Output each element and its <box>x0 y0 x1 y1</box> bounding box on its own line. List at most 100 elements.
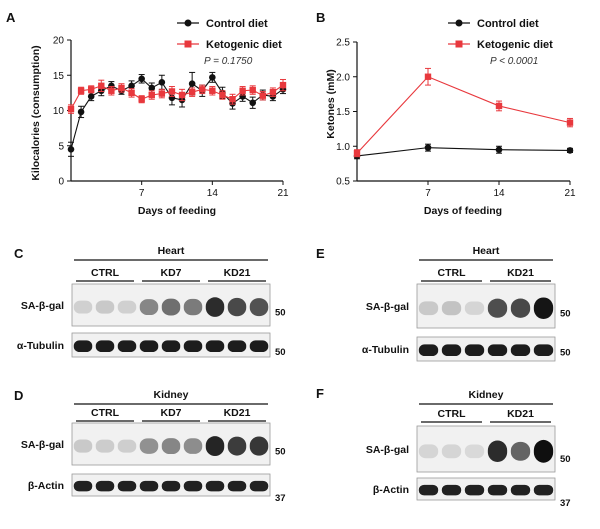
blot-band <box>95 340 115 352</box>
y-tick-label: 2.0 <box>336 72 350 83</box>
x-tick-label: 7 <box>139 188 145 199</box>
mw-marker: 50 <box>560 309 571 320</box>
chart-a-xlabel: Days of feeding <box>138 205 216 217</box>
blot-band <box>533 439 554 463</box>
blot-band <box>249 298 269 317</box>
blot-row-label: SA-β-gal <box>366 301 409 313</box>
mw-marker: 50 <box>275 446 286 457</box>
series-line <box>70 84 284 110</box>
series-control <box>353 143 574 160</box>
blot-band <box>464 444 485 459</box>
lane-group-label: CTRL <box>438 408 467 420</box>
data-point <box>98 82 105 90</box>
blot-band <box>95 480 115 492</box>
data-point <box>495 102 503 110</box>
blot-band <box>117 300 137 314</box>
x-tick-label: 14 <box>207 188 219 199</box>
lane-group-label: KD7 <box>160 267 181 279</box>
data-point <box>158 90 166 97</box>
blot-title: Kidney <box>153 389 188 401</box>
data-point <box>249 86 256 94</box>
panel-letter-f: F <box>316 386 324 401</box>
panel-letter-c: C <box>14 246 24 261</box>
data-point <box>188 88 196 96</box>
legend-control-marker <box>184 19 192 27</box>
blot-membrane <box>416 283 556 329</box>
blot-band <box>73 480 93 492</box>
blot-band <box>139 480 159 492</box>
blot-band <box>117 480 137 492</box>
blot-band <box>533 297 554 319</box>
chart-a-pvalue: P = 0.1750 <box>204 56 253 67</box>
blot-d-kidney: Kidney CTRL KD7 KD21 SA-β-gal 50 β-Actin 37 <box>21 389 286 504</box>
x-tick-label: 14 <box>493 188 505 199</box>
data-point <box>566 147 574 154</box>
blot-membrane <box>416 336 556 362</box>
panel-letter-b: B <box>316 10 325 25</box>
blot-row: α-Tubulin 50 <box>362 336 571 362</box>
blot-c-heart: Heart CTRL KD7 KD21 SA-β-gal 50 α-Tubulin 50 <box>17 245 286 358</box>
blot-band <box>95 439 115 453</box>
x-tick-label: 21 <box>564 188 576 199</box>
data-point <box>77 108 85 116</box>
data-point <box>566 119 574 126</box>
y-tick-label: 1.0 <box>336 142 350 153</box>
data-point <box>128 89 135 97</box>
blot-band <box>139 340 159 352</box>
data-point <box>87 93 95 100</box>
blot-band <box>441 301 462 316</box>
blot-band <box>510 484 531 496</box>
lane-group-label: CTRL <box>91 267 120 279</box>
data-point <box>353 150 361 157</box>
y-tick-label: 0.5 <box>336 177 350 188</box>
mw-marker: 37 <box>560 498 571 509</box>
blot-row-label: SA-β-gal <box>21 439 64 451</box>
series-ketogenic <box>353 67 574 158</box>
lane-group-label: CTRL <box>91 407 120 419</box>
chart-b-pvalue: P < 0.0001 <box>490 56 538 67</box>
lane-group-label: CTRL <box>438 267 467 279</box>
blot-row: SA-β-gal 50 <box>366 283 571 329</box>
legend-keto-label: Ketogenic diet <box>206 39 282 51</box>
data-point <box>67 105 75 113</box>
blot-band <box>418 301 439 316</box>
blot-band <box>183 438 203 454</box>
blot-membrane <box>416 425 556 473</box>
legend-control-label: Control diet <box>477 18 539 30</box>
blot-band <box>464 484 485 496</box>
blot-band <box>227 340 247 352</box>
data-point <box>138 96 145 103</box>
legend-control-marker <box>455 19 463 27</box>
mw-marker: 50 <box>560 347 571 358</box>
data-point <box>87 86 95 93</box>
blot-band <box>183 298 203 316</box>
data-point <box>259 92 267 99</box>
y-tick-label: 1.5 <box>336 107 350 118</box>
chart-a-series <box>67 71 287 157</box>
blot-row-label: SA-β-gal <box>21 300 64 312</box>
blot-band <box>205 297 225 317</box>
chart-b-axes: 7 14 21 0.5 1.0 1.5 2.0 2.5 <box>336 38 576 200</box>
series-line <box>356 76 571 154</box>
data-point <box>138 75 145 83</box>
data-point <box>118 84 125 92</box>
blot-band <box>464 344 485 356</box>
y-tick-label: 5 <box>58 141 64 152</box>
data-point <box>219 91 226 99</box>
y-tick-label: 0 <box>58 177 64 188</box>
blot-band <box>533 484 554 496</box>
data-point <box>249 99 257 107</box>
data-point <box>209 74 216 81</box>
blot-band <box>441 444 462 459</box>
chart-b-xlabel: Days of feeding <box>424 205 502 217</box>
blot-band <box>510 441 531 461</box>
legend-keto-marker <box>184 40 192 48</box>
chart-a-ylabel: Kilocalories (consumption) <box>30 45 42 180</box>
blot-row-label: SA-β-gal <box>366 444 409 456</box>
y-tick-label: 2.5 <box>336 38 350 49</box>
data-point <box>148 91 155 99</box>
blot-row-label: β-Actin <box>373 484 409 496</box>
blot-row-label: β-Actin <box>28 480 64 492</box>
